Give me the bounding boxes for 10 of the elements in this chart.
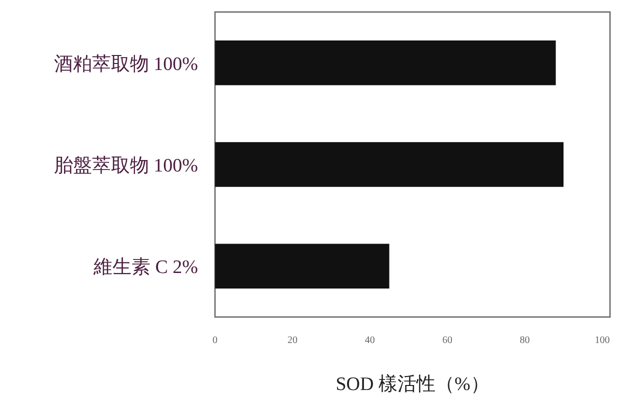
x-tick-label: 60 bbox=[442, 335, 452, 346]
y-tick-label: 維生素 C 2% bbox=[92, 257, 198, 278]
x-tick-label: 100 bbox=[594, 335, 610, 346]
x-tick-label: 0 bbox=[212, 335, 218, 346]
y-tick-label: 胎盤萃取物 100% bbox=[54, 156, 198, 176]
x-tick-label: 80 bbox=[520, 335, 530, 346]
x-axis-title: SOD 樣活性（%） bbox=[336, 373, 490, 395]
y-tick-label: 酒粕萃取物 100% bbox=[54, 54, 198, 75]
x-tick-label: 40 bbox=[364, 335, 375, 346]
x-tick-label: 20 bbox=[287, 335, 298, 346]
